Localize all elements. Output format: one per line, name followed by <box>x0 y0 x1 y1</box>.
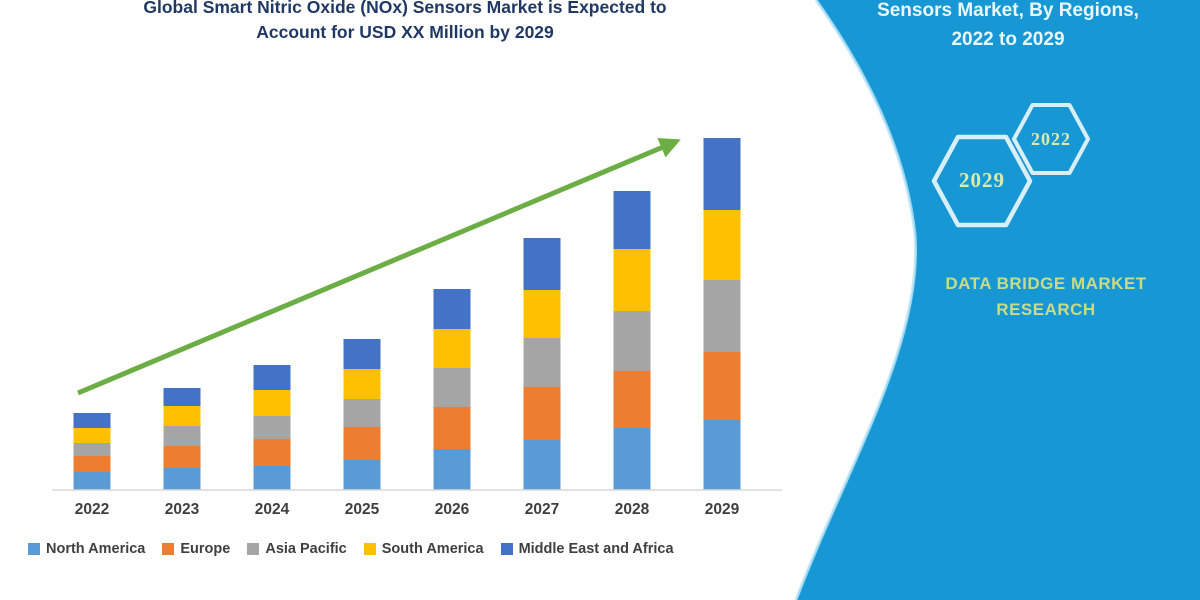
bar-segment-2027-europe <box>523 387 561 440</box>
bar-segment-2026-south-america <box>433 329 471 368</box>
side-panel-heading-line-2: 2022 to 2029 <box>951 29 1065 50</box>
bar-segment-2028-south-america <box>613 249 651 311</box>
legend-swatch-icon <box>28 543 40 555</box>
bar-segment-2027-middle-east-and-africa <box>523 238 561 290</box>
trend-arrow <box>77 138 681 396</box>
legend-item-north-america: North America <box>28 541 145 557</box>
legend-item-south-america: South America <box>363 541 484 557</box>
bar-segment-2026-europe <box>433 407 471 449</box>
bar-segment-2026-north-america <box>433 449 471 490</box>
bar-segment-2023-asia-pacific <box>163 426 201 446</box>
hexagon-2022-icon <box>1012 103 1090 175</box>
bar-segment-2029-middle-east-and-africa <box>703 138 741 210</box>
bar-segment-2023-europe <box>163 446 201 468</box>
legend: North America Europe Asia Pacific South Ame… <box>28 541 674 557</box>
bar-segment-2029-asia-pacific <box>703 280 741 352</box>
bar-segment-2028-asia-pacific <box>613 311 651 371</box>
legend-item-asia-pacific: Asia Pacific <box>247 541 347 557</box>
bar-segment-2026-middle-east-and-africa <box>433 289 471 329</box>
bar-segment-2025-europe <box>343 427 381 460</box>
legend-item-middle-east-and-africa: Middle East and Africa <box>500 541 674 557</box>
bar-segment-2024-asia-pacific <box>253 416 291 439</box>
bar-segment-2025-asia-pacific <box>343 399 381 427</box>
bar-segment-2022-middle-east-and-africa <box>73 413 111 428</box>
bar-segment-2028-middle-east-and-africa <box>613 191 651 249</box>
legend-swatch-icon <box>363 543 376 555</box>
side-panel-heading-line-1: Sensors Market, By Regions, <box>877 0 1139 21</box>
bar-segment-2023-south-america <box>163 406 201 426</box>
bar-segment-2027-south-america <box>523 290 561 338</box>
bar-segment-2029-south-america <box>703 210 741 280</box>
hexagon-2029-label: 2029 <box>959 168 1005 192</box>
chart-title: Global Smart Nitric Oxide (NOx) Sensors … <box>30 0 780 45</box>
chart-title-line-1: Global Smart Nitric Oxide (NOx) Sensors … <box>143 0 667 17</box>
legend-label: Middle East and Africa <box>518 541 674 557</box>
legend-label: North America <box>46 541 146 557</box>
bar-segment-2025-middle-east-and-africa <box>343 339 381 369</box>
hexagon-2022-label: 2022 <box>1031 129 1071 149</box>
bar-segment-2025-south-america <box>343 369 381 399</box>
bar-segment-2028-europe <box>613 371 651 428</box>
side-panel-edge-highlight <box>794 0 918 600</box>
bar-segment-2024-europe <box>253 439 291 466</box>
bar-segment-2024-north-america <box>253 466 291 490</box>
bar-segment-2022-europe <box>73 456 111 472</box>
bar-segment-2022-south-america <box>73 428 111 443</box>
bar-segment-2029-north-america <box>703 420 741 490</box>
bar-segment-2022-asia-pacific <box>73 443 111 456</box>
bar-segment-2027-north-america <box>523 440 561 490</box>
bar-segment-2025-north-america <box>343 460 381 490</box>
bar-segment-2027-asia-pacific <box>523 338 561 387</box>
bar-segment-2026-asia-pacific <box>433 368 471 407</box>
legend-label: Asia Pacific <box>265 541 347 557</box>
bar-segment-2029-europe <box>703 352 741 420</box>
brand-line-1: DATA BRIDGE MARKET <box>945 274 1147 293</box>
bar-segment-2028-north-america <box>613 428 651 490</box>
chart-title-line-2: Account for USD XX Million by 2029 <box>256 22 554 42</box>
brand-line-2: RESEARCH <box>996 300 1096 319</box>
side-panel-heading: Sensors Market, By Regions, 2022 to 2029 <box>848 0 1168 54</box>
bar-segment-2022-north-america <box>73 472 111 490</box>
brand-name: DATA BRIDGE MARKET RESEARCH <box>896 271 1196 323</box>
legend-swatch-icon <box>247 543 260 555</box>
legend-label: South America <box>381 541 484 557</box>
legend-swatch-icon <box>162 543 175 555</box>
legend-swatch-icon <box>500 543 513 555</box>
bar-segment-2023-middle-east-and-africa <box>163 388 201 406</box>
hexagon-2029-icon <box>931 134 1033 228</box>
bar-segment-2024-south-america <box>253 390 291 416</box>
stacked-bars <box>73 138 741 490</box>
legend-item-europe: Europe <box>162 541 230 557</box>
legend-label: Europe <box>180 541 231 557</box>
bar-segment-2023-north-america <box>163 468 201 490</box>
bar-segment-2024-middle-east-and-africa <box>253 365 291 390</box>
